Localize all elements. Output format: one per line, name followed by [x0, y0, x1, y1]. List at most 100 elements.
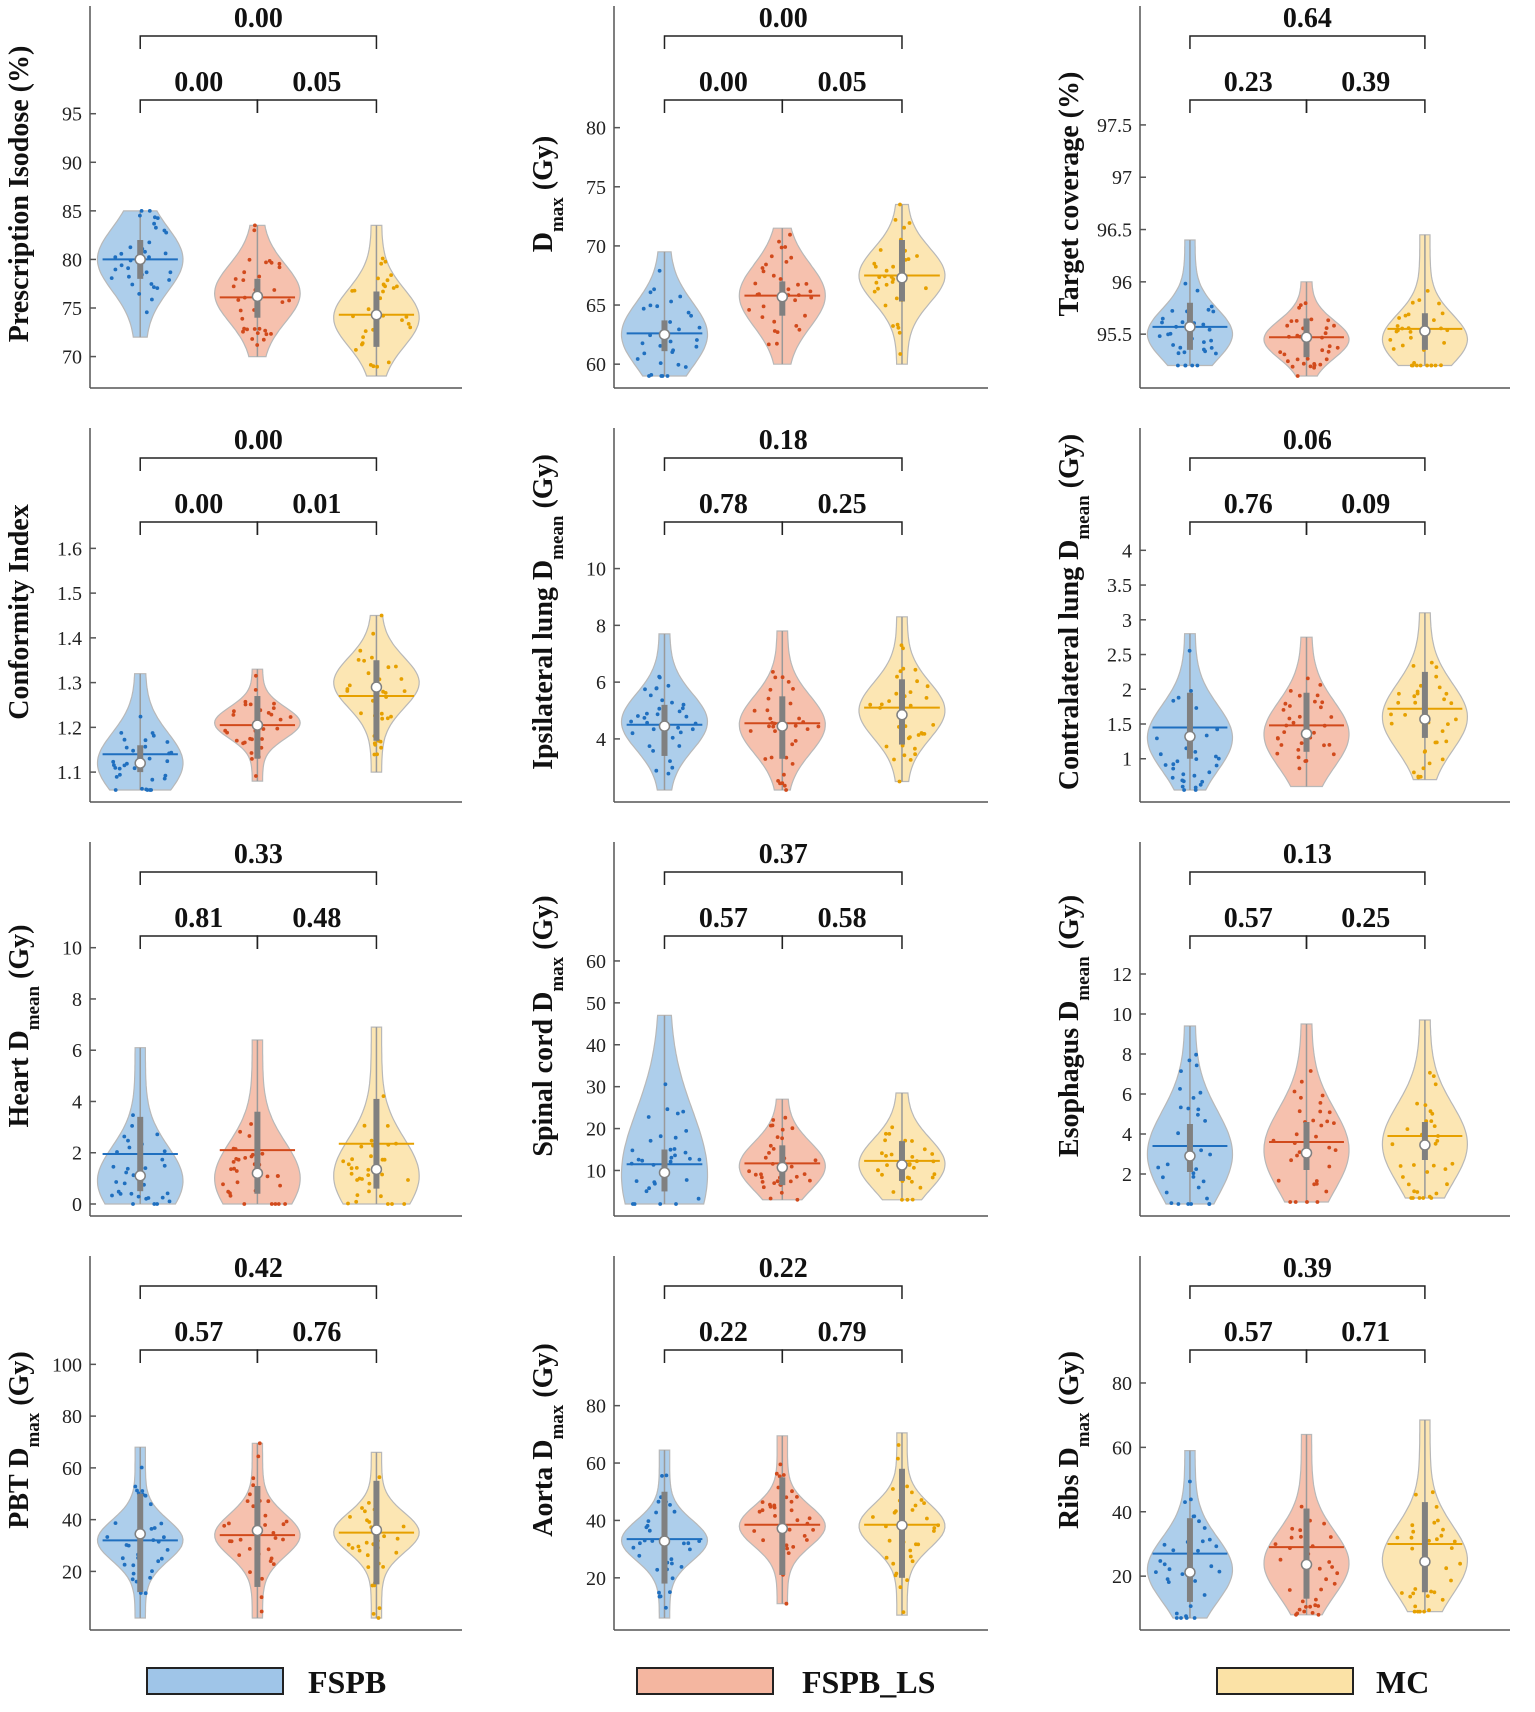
data-point	[1442, 697, 1446, 702]
fspb-ls-vs-mc-bracket	[256, 99, 378, 113]
data-point	[1418, 1609, 1422, 1614]
data-point	[266, 1499, 271, 1504]
data-point	[1165, 1162, 1170, 1167]
data-point	[1418, 774, 1423, 779]
data-point	[1412, 1189, 1416, 1194]
data-point	[1458, 1561, 1462, 1566]
data-point	[113, 267, 118, 272]
data-point	[249, 1122, 254, 1126]
data-point	[1181, 772, 1186, 777]
data-point	[380, 716, 385, 721]
data-point	[790, 1489, 794, 1494]
data-point	[379, 745, 383, 750]
data-point	[897, 330, 902, 335]
data-point	[221, 1182, 225, 1187]
data-point	[164, 230, 169, 235]
data-point	[892, 757, 896, 762]
fspb-ls-vs-mc-bracket	[1305, 99, 1426, 113]
data-point	[790, 742, 795, 747]
data-point	[1333, 1148, 1338, 1152]
data-point	[784, 788, 788, 792]
data-point	[241, 329, 245, 334]
data-point	[868, 702, 873, 707]
fspb-vs-fspb-ls-p-value: 0.78	[699, 489, 748, 520]
data-point	[1328, 1535, 1333, 1539]
data-point	[676, 362, 681, 367]
data-point	[1180, 1572, 1185, 1576]
data-point	[1176, 363, 1180, 368]
data-point	[251, 1476, 256, 1481]
data-point	[771, 1118, 776, 1122]
data-point	[670, 700, 674, 705]
data-point	[1297, 1150, 1302, 1154]
data-point	[1330, 1565, 1334, 1569]
data-point	[167, 278, 172, 282]
data-point	[1202, 1526, 1207, 1530]
data-point	[349, 1171, 354, 1176]
data-point	[784, 1543, 789, 1548]
fspb-vs-mc-p-value: 0.39	[1283, 1253, 1332, 1284]
data-point	[910, 1155, 915, 1159]
data-point	[1318, 1101, 1323, 1105]
data-point	[382, 1534, 386, 1539]
data-point	[916, 733, 921, 737]
median-marker	[1300, 331, 1313, 344]
legend-label-mc: MC	[1376, 1664, 1430, 1700]
y-tick-label: 60	[586, 951, 606, 973]
data-point	[138, 213, 142, 218]
data-point	[913, 746, 917, 751]
data-point	[668, 1503, 672, 1507]
y-tick-label: 96	[1112, 272, 1132, 294]
fspb-ls-vs-mc-bracket	[781, 521, 903, 535]
data-point	[238, 1537, 243, 1542]
data-point	[1297, 693, 1302, 698]
data-point	[1285, 323, 1290, 328]
fspb-vs-mc-p-value: 0.33	[234, 839, 283, 870]
data-point	[160, 1157, 165, 1162]
data-point	[1194, 1167, 1199, 1171]
data-point	[635, 357, 640, 361]
data-point	[906, 736, 911, 741]
data-point	[789, 255, 794, 260]
data-point	[260, 1151, 265, 1156]
y-tick-label: 4	[72, 1091, 82, 1113]
median-marker	[1184, 321, 1196, 333]
fspb-vs-mc-bracket	[139, 35, 378, 49]
data-point	[376, 276, 380, 281]
data-point	[272, 701, 276, 706]
data-point	[918, 1185, 923, 1190]
data-point	[896, 325, 901, 330]
data-point	[915, 254, 919, 258]
data-point	[1329, 715, 1334, 719]
data-point	[261, 337, 266, 342]
data-point	[644, 1525, 649, 1530]
data-point	[786, 680, 791, 684]
data-point	[651, 749, 655, 753]
data-point	[1155, 736, 1159, 741]
data-point	[887, 1538, 892, 1543]
data-point	[1427, 1608, 1431, 1613]
data-point	[382, 1157, 387, 1162]
data-point	[240, 316, 245, 321]
data-point	[162, 1149, 167, 1154]
fspb-vs-fspb-ls-p-value: 0.57	[1224, 1317, 1273, 1348]
data-point	[1171, 1548, 1176, 1553]
data-point	[402, 1202, 407, 1206]
data-point	[768, 1502, 772, 1507]
data-point	[697, 1539, 702, 1543]
y-tick-label: 60	[62, 1458, 82, 1480]
data-point	[1186, 1202, 1191, 1206]
data-point	[1435, 1537, 1439, 1542]
data-point	[356, 1544, 361, 1549]
data-point	[647, 1528, 652, 1533]
data-point	[130, 282, 135, 287]
data-point	[146, 1196, 151, 1200]
data-point	[925, 1516, 929, 1521]
data-point	[263, 328, 268, 333]
data-point	[165, 1548, 170, 1552]
data-point	[1278, 1557, 1283, 1562]
data-point	[663, 1082, 668, 1087]
data-point	[1433, 1141, 1438, 1146]
data-point	[159, 1556, 164, 1561]
data-point	[269, 260, 274, 265]
